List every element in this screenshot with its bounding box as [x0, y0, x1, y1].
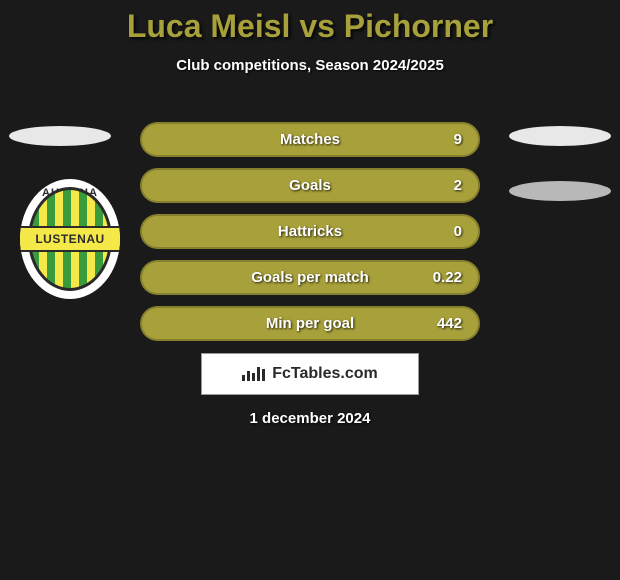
stat-value: 0 [454, 223, 462, 240]
stat-label: Min per goal [266, 315, 354, 332]
stat-bar: Goals 2 [140, 168, 480, 203]
stat-bar: Goals per match 0.22 [140, 260, 480, 295]
right-ellipse-placeholder-2 [509, 181, 611, 201]
stat-label: Matches [280, 131, 340, 148]
team-badge: AUSTRIA LUSTENAU [20, 179, 120, 299]
stat-value: 9 [454, 131, 462, 148]
stat-value: 0.22 [433, 269, 462, 286]
stats-bars: Matches 9 Goals 2 Hattricks 0 Goals per match 0… [140, 122, 480, 352]
stat-label: Goals per match [251, 269, 369, 286]
stat-value: 2 [454, 177, 462, 194]
page-title: Luca Meisl vs Pichorner [0, 0, 620, 45]
date-text: 1 december 2024 [0, 410, 620, 427]
stat-bar: Hattricks 0 [140, 214, 480, 249]
footer-brand-text: FcTables.com [272, 365, 378, 383]
right-ellipse-placeholder-1 [509, 126, 611, 146]
stat-bar: Min per goal 442 [140, 306, 480, 341]
subtitle: Club competitions, Season 2024/2025 [0, 57, 620, 74]
footer-brand-box: FcTables.com [201, 353, 419, 395]
stat-label: Hattricks [278, 223, 342, 240]
stat-bar: Matches 9 [140, 122, 480, 157]
left-ellipse-placeholder [9, 126, 111, 146]
chart-icon [242, 367, 266, 381]
stat-value: 442 [437, 315, 462, 332]
badge-band-text: LUSTENAU [20, 226, 120, 252]
stat-label: Goals [289, 177, 331, 194]
